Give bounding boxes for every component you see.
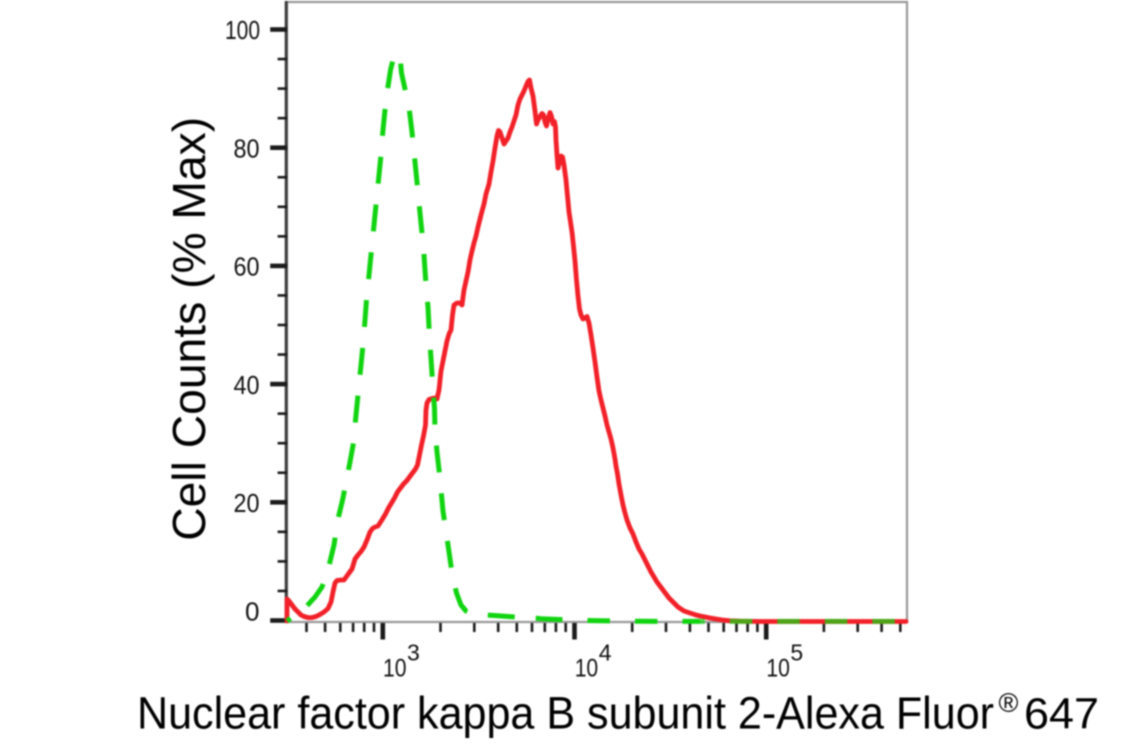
svg-text:®: ® (999, 688, 1019, 718)
svg-text:40: 40 (234, 370, 260, 400)
svg-text:80: 80 (234, 133, 260, 163)
svg-text:100: 100 (225, 15, 260, 45)
svg-text:0: 0 (245, 597, 260, 627)
svg-text:10: 10 (575, 655, 599, 683)
svg-text:Nuclear factor kappa B subunit: Nuclear factor kappa B subunit 2-Alexa F… (137, 688, 994, 739)
svg-text:10: 10 (766, 655, 790, 683)
svg-text:10: 10 (383, 655, 407, 683)
svg-text:4: 4 (599, 640, 612, 666)
svg-text:60: 60 (234, 252, 260, 282)
svg-text:647: 647 (1024, 691, 1099, 739)
svg-text:20: 20 (234, 488, 260, 518)
svg-text:3: 3 (407, 640, 420, 666)
svg-text:Cell Counts (% Max): Cell Counts (% Max) (163, 117, 215, 541)
svg-text:5: 5 (790, 640, 803, 666)
